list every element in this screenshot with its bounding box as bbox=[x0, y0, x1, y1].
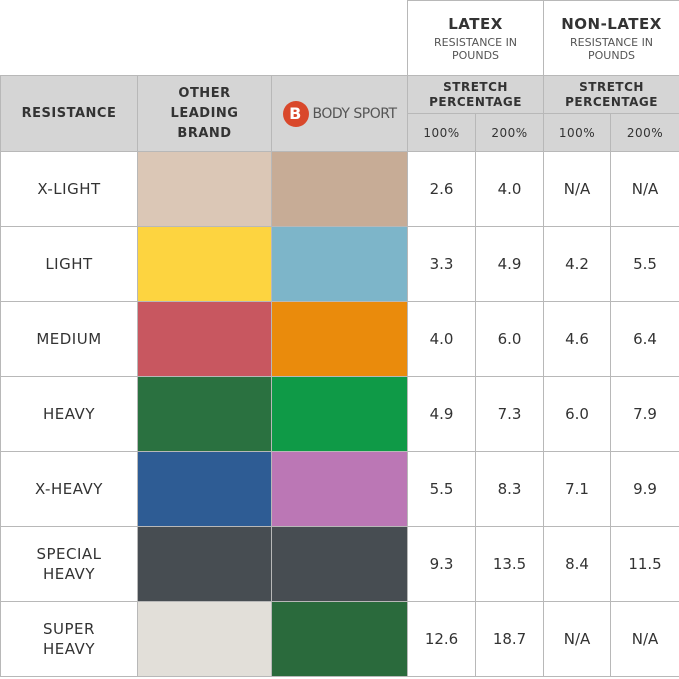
table-row: HEAVY 4.9 7.3 6.0 7.9 bbox=[0, 376, 679, 452]
logo-letter: B bbox=[282, 100, 309, 127]
resistance-value: 9.9 bbox=[610, 451, 679, 527]
percent-header: 100% bbox=[407, 113, 477, 152]
resistance-label: X-HEAVY bbox=[35, 480, 103, 498]
resistance-value: 9.3 bbox=[407, 526, 477, 602]
resistance-value: 12.6 bbox=[407, 601, 477, 677]
table-row: SPECIAL HEAVY 9.3 13.5 8.4 11.5 bbox=[0, 526, 679, 602]
resistance-value: 4.6 bbox=[543, 301, 612, 377]
group-subtitle: RESISTANCE IN POUNDS bbox=[570, 35, 654, 62]
resistance-value: 11.5 bbox=[610, 526, 679, 602]
resistance-cell: HEAVY bbox=[0, 376, 138, 452]
resistance-cell: SPECIAL HEAVY bbox=[0, 526, 138, 602]
resistance-value: 5.5 bbox=[610, 226, 679, 302]
resistance-value: 7.1 bbox=[543, 451, 612, 527]
color-swatch bbox=[137, 301, 272, 377]
stretch-header: STRETCH PERCENTAGE bbox=[543, 75, 679, 114]
blank-corner bbox=[0, 0, 408, 76]
resistance-value: N/A bbox=[543, 151, 612, 227]
table-body: X-LIGHT 2.6 4.0 N/A N/A LIGHT 3.3 4.9 4.2 5.5 MEDI… bbox=[0, 151, 679, 677]
resistance-label: X-LIGHT bbox=[37, 180, 101, 198]
color-swatch bbox=[270, 601, 409, 677]
color-swatch bbox=[137, 526, 272, 602]
resistance-value: 8.4 bbox=[543, 526, 612, 602]
color-swatch bbox=[270, 226, 409, 302]
resistance-value: 7.9 bbox=[610, 376, 679, 452]
color-swatch bbox=[270, 376, 409, 452]
group-title: LATEX bbox=[448, 14, 503, 33]
color-swatch bbox=[137, 451, 272, 527]
resistance-value: N/A bbox=[610, 151, 679, 227]
color-swatch bbox=[137, 376, 272, 452]
color-swatch bbox=[270, 451, 409, 527]
resistance-value: N/A bbox=[543, 601, 612, 677]
resistance-cell: MEDIUM bbox=[0, 301, 138, 377]
table-row: SUPER HEAVY 12.6 18.7 N/A N/A bbox=[0, 601, 679, 677]
resistance-value: 4.2 bbox=[543, 226, 612, 302]
resistance-value: 4.0 bbox=[475, 151, 545, 227]
resistance-value: 5.5 bbox=[407, 451, 477, 527]
table-row: X-LIGHT 2.6 4.0 N/A N/A bbox=[0, 151, 679, 227]
color-swatch bbox=[137, 151, 272, 227]
group-header: NON-LATEX RESISTANCE IN POUNDS bbox=[543, 0, 679, 76]
color-swatch bbox=[270, 301, 409, 377]
logo-text: BODY SPORT bbox=[312, 105, 398, 122]
resistance-cell: X-LIGHT bbox=[0, 151, 138, 227]
resistance-value: 4.9 bbox=[407, 376, 477, 452]
resistance-value: N/A bbox=[610, 601, 679, 677]
resistance-value: 6.4 bbox=[610, 301, 679, 377]
logo: B BODY SPORT bbox=[272, 100, 407, 127]
resistance-value: 2.6 bbox=[407, 151, 477, 227]
resistance-cell: SUPER HEAVY bbox=[0, 601, 138, 677]
table-row: LIGHT 3.3 4.9 4.2 5.5 bbox=[0, 226, 679, 302]
table-row: MEDIUM 4.0 6.0 4.6 6.4 bbox=[0, 301, 679, 377]
percent-header: 100% bbox=[543, 113, 612, 152]
resistance-value: 4.0 bbox=[407, 301, 477, 377]
group-title: NON-LATEX bbox=[561, 14, 662, 33]
percent-header: 200% bbox=[610, 113, 679, 152]
resistance-label: SUPER HEAVY bbox=[43, 620, 95, 658]
resistance-value: 6.0 bbox=[475, 301, 545, 377]
resistance-cell: X-HEAVY bbox=[0, 451, 138, 527]
resistance-label: HEAVY bbox=[43, 405, 95, 423]
resistance-value: 4.9 bbox=[475, 226, 545, 302]
stretch-header: STRETCH PERCENTAGE bbox=[407, 75, 545, 114]
table-row: X-HEAVY 5.5 8.3 7.1 9.9 bbox=[0, 451, 679, 527]
other-brand-label: OTHER LEADING BRAND bbox=[170, 85, 239, 141]
resistance-cell: LIGHT bbox=[0, 226, 138, 302]
color-swatch bbox=[137, 226, 272, 302]
resistance-value: 3.3 bbox=[407, 226, 477, 302]
resistance-value: 6.0 bbox=[543, 376, 612, 452]
percent-header: 200% bbox=[475, 113, 545, 152]
resistance-label: LIGHT bbox=[45, 255, 93, 273]
group-subtitle: RESISTANCE IN POUNDS bbox=[434, 35, 518, 62]
color-swatch bbox=[270, 151, 409, 227]
resistance-value: 13.5 bbox=[475, 526, 545, 602]
resistance-label: MEDIUM bbox=[36, 330, 102, 348]
resistance-label: SPECIAL HEAVY bbox=[36, 545, 102, 583]
resistance-header: RESISTANCE bbox=[0, 75, 138, 152]
stretch-label: STRETCH PERCENTAGE bbox=[429, 79, 522, 109]
color-swatch bbox=[270, 526, 409, 602]
group-header: LATEX RESISTANCE IN POUNDS bbox=[407, 0, 545, 76]
color-swatch bbox=[137, 601, 272, 677]
stretch-label: STRETCH PERCENTAGE bbox=[565, 79, 658, 109]
resistance-value: 7.3 bbox=[475, 376, 545, 452]
other-brand-header: OTHER LEADING BRAND bbox=[137, 75, 272, 152]
bodysport-header: B BODY SPORT bbox=[270, 75, 409, 152]
resistance-value: 8.3 bbox=[475, 451, 545, 527]
resistance-value: 18.7 bbox=[475, 601, 545, 677]
